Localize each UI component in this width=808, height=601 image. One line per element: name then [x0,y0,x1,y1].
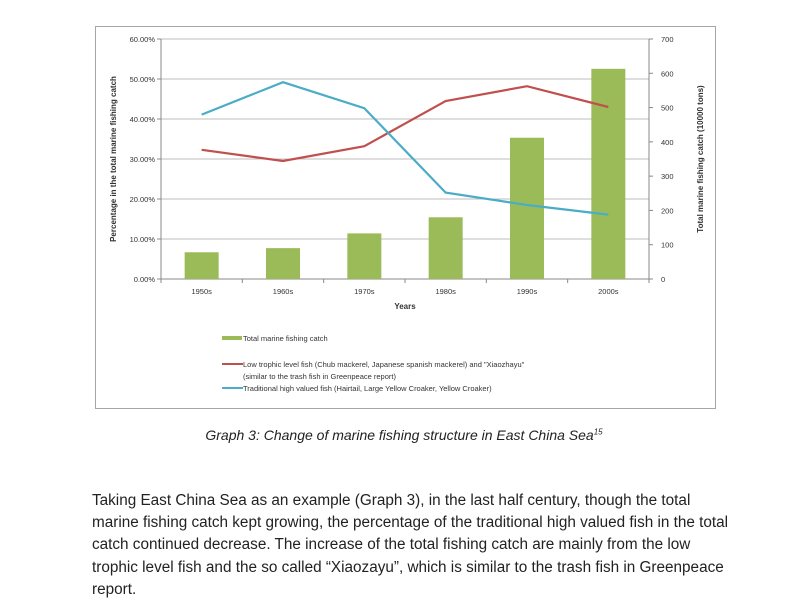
bar-total-catch [429,217,463,279]
left-axis-title: Percentage in the total marine fishing c… [109,76,118,242]
bar-total-catch [510,138,544,279]
legend-label-low-trophic: Low trophic level fish (Chub mackerel, J… [243,360,525,369]
legend-label-total-catch: Total marine fishing catch [243,334,328,343]
x-tick-label: 1950s [191,287,212,296]
right-tick-label: 600 [661,69,674,78]
bar-total-catch [591,69,625,279]
right-tick-label: 0 [661,275,665,284]
left-tick-label: 20.00% [130,195,156,204]
bar-total-catch [185,252,219,279]
legend-swatch-total-catch [222,336,242,340]
right-tick-label: 400 [661,138,674,147]
figure-caption: Graph 3: Change of marine fishing struct… [0,427,808,443]
chart: 0.00% 10.00% 20.00% 30.00% 40.00% 50.00% 60.00… [96,27,717,410]
chart-frame: 0.00% 10.00% 20.00% 30.00% 40.00% 50.00% 60.00… [95,26,716,409]
right-tick-label: 200 [661,206,674,215]
x-tick-label: 1960s [273,287,294,296]
line-high-valued [202,82,609,214]
left-tick-label: 30.00% [130,155,156,164]
left-tick-label: 0.00% [134,275,156,284]
right-axis-title: Total marine fishing catch (10000 tons) [696,85,705,233]
left-tick-label: 10.00% [130,235,156,244]
left-tick-label: 40.00% [130,115,156,124]
right-tick-label: 700 [661,35,674,44]
legend-label-low-trophic-line2: (similar to the trash fish in Greenpeace… [243,372,396,381]
left-tick-label: 50.00% [130,75,156,84]
right-tick-label: 500 [661,104,674,113]
right-tick-label: 300 [661,172,674,181]
x-axis-title: Years [394,302,416,311]
left-tick-label: 60.00% [130,35,156,44]
x-tick-label: 1980s [435,287,456,296]
bar-total-catch [347,233,381,279]
x-tick-label: 1990s [517,287,538,296]
x-tick-label: 1970s [354,287,375,296]
legend-label-high-valued: Traditional high valued fish (Hairtail, … [243,384,492,393]
bar-total-catch [266,248,300,279]
x-tick-label: 2000s [598,287,619,296]
footnote-ref[interactable]: 15 [594,427,603,436]
body-paragraph: Taking East China Sea as an example (Gra… [92,490,732,601]
right-tick-label: 100 [661,241,674,250]
caption-text: Graph 3: Change of marine fishing struct… [205,427,593,443]
